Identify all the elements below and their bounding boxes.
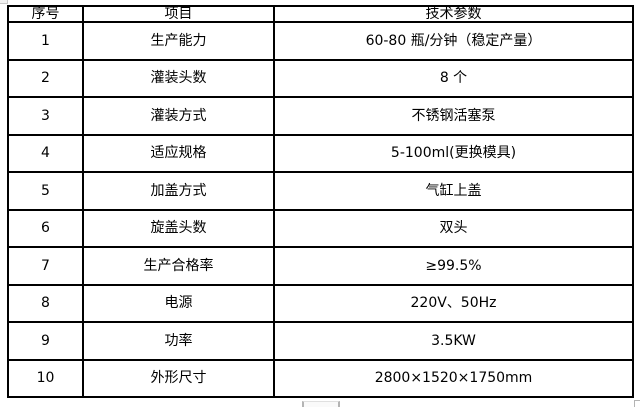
column-header-parameter: 技术参数 xyxy=(273,5,634,23)
cell-value: 双头 xyxy=(273,208,634,248)
table-row: 7 生产合格率 ≥99.5% xyxy=(7,246,634,286)
column-header-index: 序号 xyxy=(7,5,84,23)
cell-item: 生产能力 xyxy=(82,21,275,61)
cell-item: 灌装方式 xyxy=(82,96,275,136)
scrollbar-fragment[interactable] xyxy=(302,401,340,407)
cell-index: 10 xyxy=(7,358,84,398)
table-resize-handle[interactable] xyxy=(634,400,640,407)
cell-value: 2800×1520×1750mm xyxy=(273,358,634,398)
cell-index: 9 xyxy=(7,321,84,361)
table-row: 5 加盖方式 气缸上盖 xyxy=(7,171,634,211)
cell-value: 8 个 xyxy=(273,58,634,98)
table-row: 10 外形尺寸 2800×1520×1750mm xyxy=(7,358,634,398)
cell-item: 加盖方式 xyxy=(82,171,275,211)
cell-value: 气缸上盖 xyxy=(273,171,634,211)
table-row: 6 旋盖头数 双头 xyxy=(7,208,634,248)
cell-item: 生产合格率 xyxy=(82,246,275,286)
cell-item: 电源 xyxy=(82,283,275,323)
cell-index: 5 xyxy=(7,171,84,211)
table-row: 1 生产能力 60-80 瓶/分钟（稳定产量） xyxy=(7,21,634,61)
cell-value: 5-100ml(更换模具) xyxy=(273,133,634,173)
header-row: 序号 项目 技术参数 xyxy=(7,5,634,23)
cell-item: 外形尺寸 xyxy=(82,358,275,398)
cell-value: 不锈钢活塞泵 xyxy=(273,96,634,136)
cell-item: 灌装头数 xyxy=(82,58,275,98)
cell-item: 旋盖头数 xyxy=(82,208,275,248)
cell-value: 220V、50Hz xyxy=(273,283,634,323)
column-header-item: 项目 xyxy=(82,5,275,23)
cell-index: 4 xyxy=(7,133,84,173)
cell-item: 功率 xyxy=(82,321,275,361)
cell-index: 2 xyxy=(7,58,84,98)
cell-value: 3.5KW xyxy=(273,321,634,361)
cell-index: 7 xyxy=(7,246,84,286)
cell-index: 1 xyxy=(7,21,84,61)
cell-value: ≥99.5% xyxy=(273,246,634,286)
cell-index: 3 xyxy=(7,96,84,136)
table-row: 9 功率 3.5KW xyxy=(7,321,634,361)
table-row: 8 电源 220V、50Hz xyxy=(7,283,634,323)
table-move-handle[interactable] xyxy=(0,0,8,4)
cell-value: 60-80 瓶/分钟（稳定产量） xyxy=(273,21,634,61)
table-row: 2 灌装头数 8 个 xyxy=(7,58,634,98)
cell-index: 6 xyxy=(7,208,84,248)
cell-index: 8 xyxy=(7,283,84,323)
cell-item: 适应规格 xyxy=(82,133,275,173)
table-row: 3 灌装方式 不锈钢活塞泵 xyxy=(7,96,634,136)
table-row: 4 适应规格 5-100ml(更换模具) xyxy=(7,133,634,173)
spec-table: 序号 项目 技术参数 1 生产能力 60-80 瓶/分钟（稳定产量） 2 灌装头… xyxy=(7,5,634,398)
